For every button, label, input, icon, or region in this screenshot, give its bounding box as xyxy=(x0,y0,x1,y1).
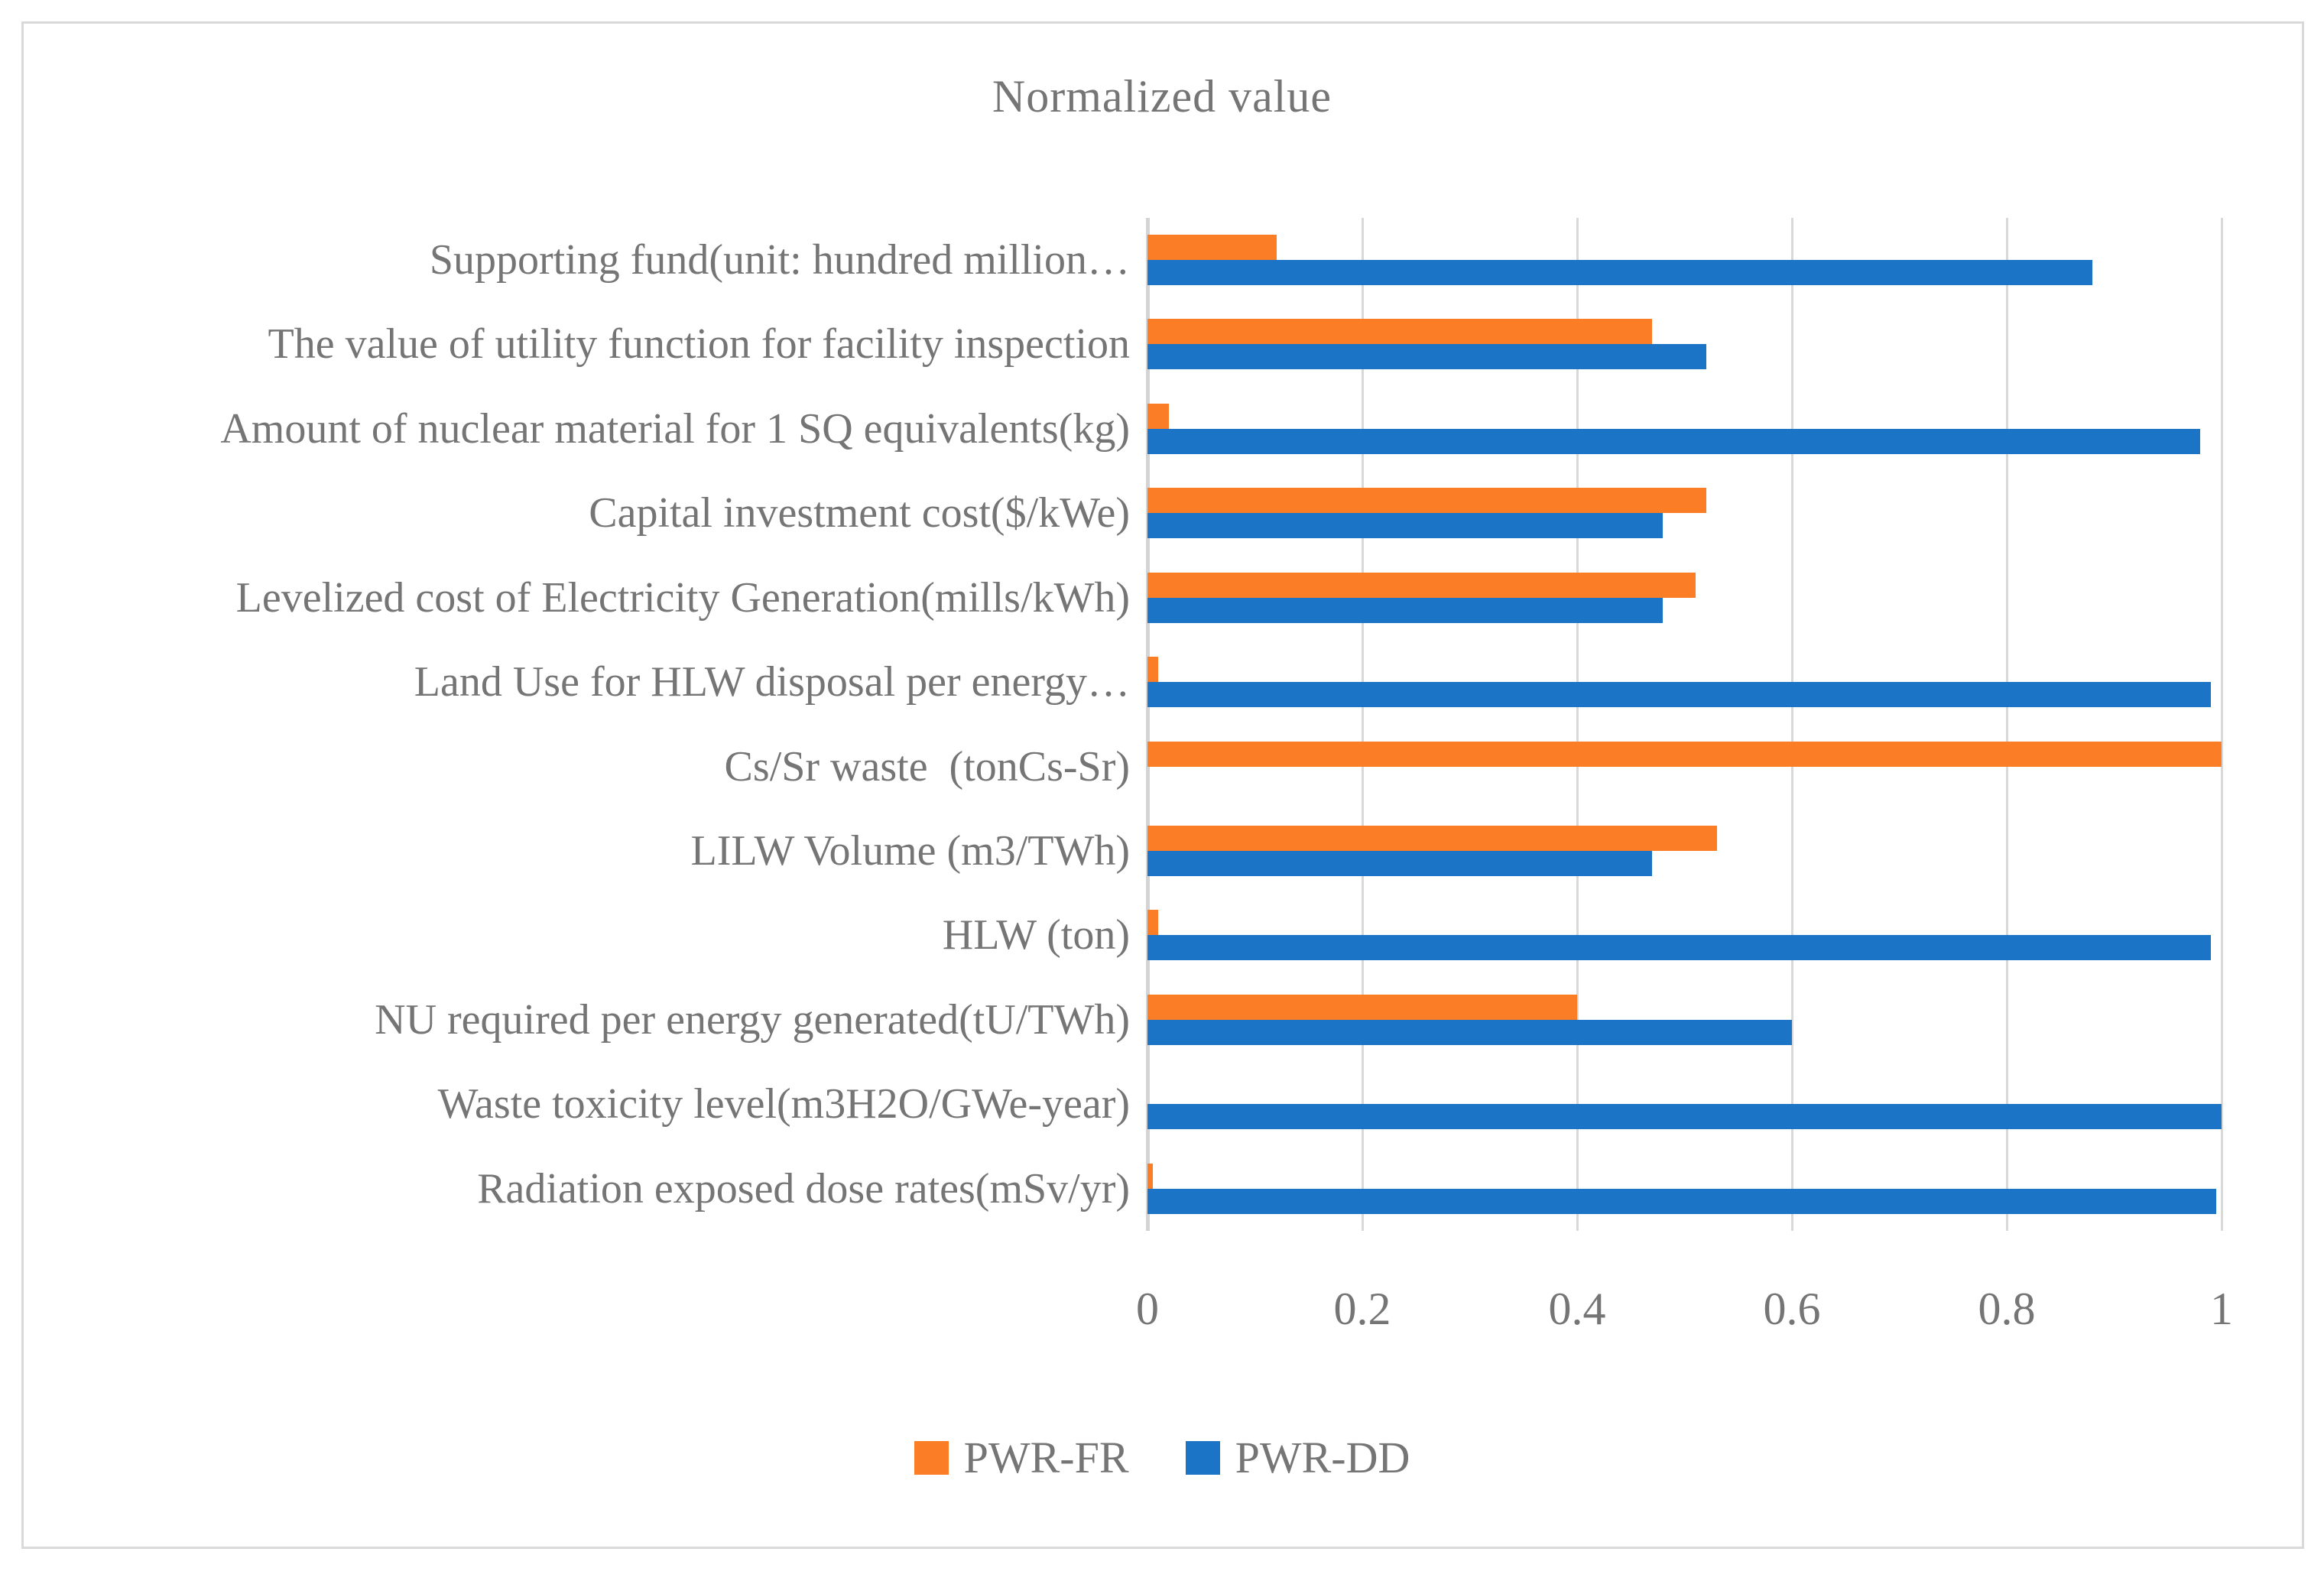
pwr-fr-bar xyxy=(1147,319,1653,345)
category-label: Radiation exposed dose rates(mSv/yr) xyxy=(477,1164,1130,1213)
pwr-dd-bar xyxy=(1147,597,1663,623)
category-label: Land Use for HLW disposal per energy… xyxy=(414,658,1130,706)
x-tick-label: 0.4 xyxy=(1548,1284,1606,1334)
category-label: Supporting fund(unit: hundred million… xyxy=(429,236,1130,284)
pwr-fr-bar xyxy=(1147,741,2222,767)
gridline xyxy=(1790,218,1793,1231)
category-label: NU required per energy generated(tU/TWh) xyxy=(375,995,1130,1044)
pwr-fr-bar xyxy=(1147,235,1277,260)
category-label: Levelized cost of Electricity Generation… xyxy=(235,573,1130,622)
pwr-fr-bar xyxy=(1147,403,1170,429)
legend-item-pwr-dd: PWR-DD xyxy=(1185,1433,1410,1482)
pwr-dd-bar xyxy=(1147,935,2211,961)
x-tick-label: 0.6 xyxy=(1763,1284,1821,1334)
pwr-fr-bar xyxy=(1147,488,1706,514)
pwr-fr-bar xyxy=(1147,825,1717,851)
legend-item-pwr-fr: PWR-FR xyxy=(914,1433,1129,1482)
chart-title: Normalized value xyxy=(992,71,1332,122)
x-tick-label: 0.2 xyxy=(1333,1284,1391,1334)
x-tick-label: 0 xyxy=(1136,1284,1159,1334)
pwr-dd-bar xyxy=(1147,1104,2222,1130)
category-label: Amount of nuclear material for 1 SQ equi… xyxy=(220,404,1130,453)
gridline xyxy=(2005,218,2008,1231)
legend: PWR-FR PWR-DD xyxy=(22,1431,2302,1485)
x-tick-label: 0.8 xyxy=(1978,1284,2036,1334)
x-axis-line xyxy=(1145,218,1150,1231)
pwr-fr-swatch-icon xyxy=(914,1441,949,1475)
pwr-dd-bar xyxy=(1147,1019,1792,1045)
pwr-fr-bar xyxy=(1147,657,1159,683)
category-label: Cs/Sr waste (tonCs-Sr) xyxy=(724,742,1130,790)
category-label: The value of utility function for facili… xyxy=(268,320,1130,368)
x-tick-label: 1 xyxy=(2210,1284,2233,1334)
pwr-fr-bar xyxy=(1147,572,1696,598)
gridline xyxy=(1576,218,1579,1231)
pwr-dd-bar xyxy=(1147,260,2093,285)
pwr-dd-bar xyxy=(1147,513,1663,539)
pwr-fr-bar xyxy=(1147,994,1577,1020)
pwr-dd-bar xyxy=(1147,682,2211,708)
pwr-dd-bar xyxy=(1147,344,1706,370)
legend-label: PWR-FR xyxy=(963,1433,1129,1482)
gridline xyxy=(1361,218,1364,1231)
pwr-dd-bar xyxy=(1147,428,2200,454)
category-label: LILW Volume (m3/TWh) xyxy=(690,826,1130,875)
category-label: Capital investment cost($/kWe) xyxy=(589,489,1130,537)
legend-label: PWR-DD xyxy=(1235,1433,1410,1482)
gridline xyxy=(2220,218,2223,1231)
pwr-dd-swatch-icon xyxy=(1185,1441,1220,1475)
pwr-dd-bar xyxy=(1147,1188,2216,1214)
category-label: HLW (ton) xyxy=(942,911,1130,959)
category-label: Waste toxicity level(m3H2O/GWe-year) xyxy=(437,1080,1130,1128)
pwr-fr-bar xyxy=(1147,1163,1154,1189)
pwr-dd-bar xyxy=(1147,850,1653,876)
pwr-fr-bar xyxy=(1147,910,1159,936)
